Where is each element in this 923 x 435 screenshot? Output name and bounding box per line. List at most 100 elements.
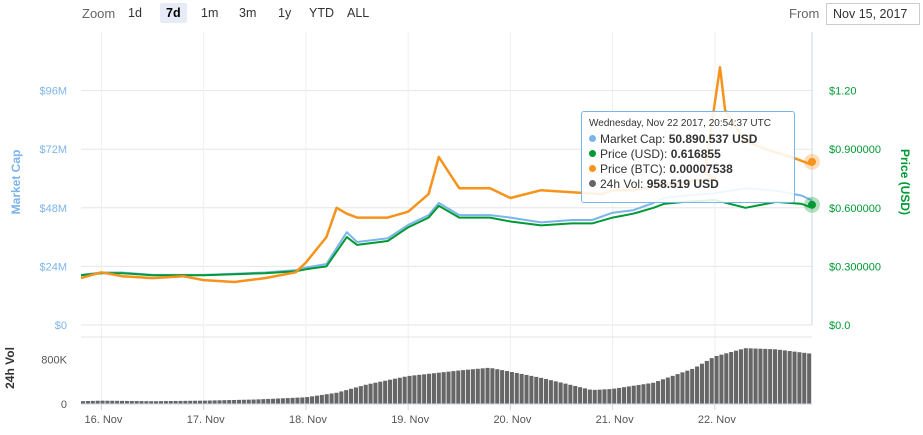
volume-axis-tick-label: 0 [61,399,67,411]
volume-bar [573,385,578,404]
volume-bar [548,380,553,404]
volume-bar [714,355,719,404]
zoom-1y-button[interactable]: 1y [278,6,292,20]
volume-bar [602,389,607,404]
tooltip-value: 50.890.537 USD [668,132,758,146]
volume-bar [465,369,471,404]
volume-bar [90,400,95,404]
volume-bar [397,377,402,404]
volume-bar [504,371,510,404]
volume-bar [310,396,315,404]
volume-bar [578,387,583,404]
x-axis-tick-label: 20. Nov [493,414,531,426]
grid-lines [81,32,812,404]
zoom-3m-button[interactable]: 3m [239,6,257,20]
volume-bar [261,399,266,404]
volume-bar [285,398,290,404]
volume-bar [441,372,446,404]
price-usd-dot-icon [589,150,596,157]
volume-bar [412,375,417,404]
left-axis-tick-label: $96M [39,86,67,98]
volume-bar [587,389,592,404]
volume-bar [456,370,461,404]
volume-bar [436,372,441,404]
volume-bar [500,370,505,404]
market-cap-dot-icon [589,135,596,142]
volume-bar [451,371,456,404]
volume-bar [646,383,651,404]
volume-bar [232,399,237,404]
volume-bar [738,349,743,404]
zoom-label: Zoom [82,6,116,21]
volume-bar [314,395,319,404]
hover-markers [804,153,820,213]
zoom-1m-button[interactable]: 1m [201,6,219,20]
tooltip-date: Wednesday, Nov 22 2017, 20:54:37 UTC [589,118,771,129]
volume-bar [685,370,690,404]
left-axis-title: Market Cap [9,150,23,215]
volume-bar [383,380,388,404]
volume-bar [802,352,807,404]
chart-toolbar: Zoom 1d 7d 1m 3m 1y YTD ALL From Nov 15,… [0,0,923,28]
volume-bar [704,360,709,404]
volume-bar [129,400,134,404]
price-btc-marker [808,157,816,166]
volume-bar [115,400,120,404]
volume-bar [470,369,475,404]
volume-bar [407,375,412,404]
volume-axis-title: 24h Vol [3,347,17,389]
volume-bar [212,400,217,404]
x-axis-tick-label: 19. Nov [391,414,429,426]
volume-bar [753,348,758,404]
volume-bar [81,401,86,404]
volume-bar [275,398,281,404]
x-axis-tick-label: 18. Nov [289,414,327,426]
left-axis-tick-label: $0 [55,320,67,332]
volume-bar [95,400,100,404]
volume-bar [797,352,802,404]
volume-bar [782,350,787,404]
zoom-all-button[interactable]: ALL [347,6,370,20]
volume-bar [149,401,154,404]
volume-bar [553,381,558,404]
volume-bar [680,372,685,404]
volume-bar [660,379,665,404]
x-axis-tick-label: 17. Nov [187,414,225,426]
volume-bar [280,398,285,404]
volume-bar [144,401,149,404]
volume-bar [344,390,349,404]
volume-bar [124,400,129,404]
volume-bar [524,374,529,404]
volume-bar [197,400,203,404]
volume-bar [246,399,251,404]
right-axis-tick-label: $1.20 [829,86,857,98]
volume-bar [787,351,792,404]
tooltip-value: 958.519 USD [646,177,719,191]
volume-bar [621,387,627,404]
volume-bar [597,389,602,404]
volume-bar [485,367,490,404]
tooltip-label: Price (USD): [600,147,668,161]
volume-bar [163,401,168,404]
volume-bar [719,354,724,404]
volume-axis-tick-label: 800K [41,354,67,366]
zoom-7d-button[interactable]: 7d [160,3,187,23]
zoom-1d-button[interactable]: 1d [128,6,142,20]
volume-bar [392,378,397,404]
volume-bar [183,400,188,404]
volume-bar [631,385,636,404]
volume-bar [563,383,568,404]
volume-bar [217,400,222,404]
range-from-input[interactable]: Nov 15, 2017 [826,3,920,25]
volume-bar [670,375,675,404]
tooltip-row-volume: 24h Vol: 958.519 USD [589,177,787,192]
volume-bar [193,400,198,404]
range-from-label: From [789,6,820,21]
volume-bar [422,374,427,404]
volume-bar [695,366,700,404]
zoom-ytd-button[interactable]: YTD [309,6,334,20]
volume-bar [329,393,334,404]
volume-bar [402,376,407,404]
volume-bar [792,351,797,404]
